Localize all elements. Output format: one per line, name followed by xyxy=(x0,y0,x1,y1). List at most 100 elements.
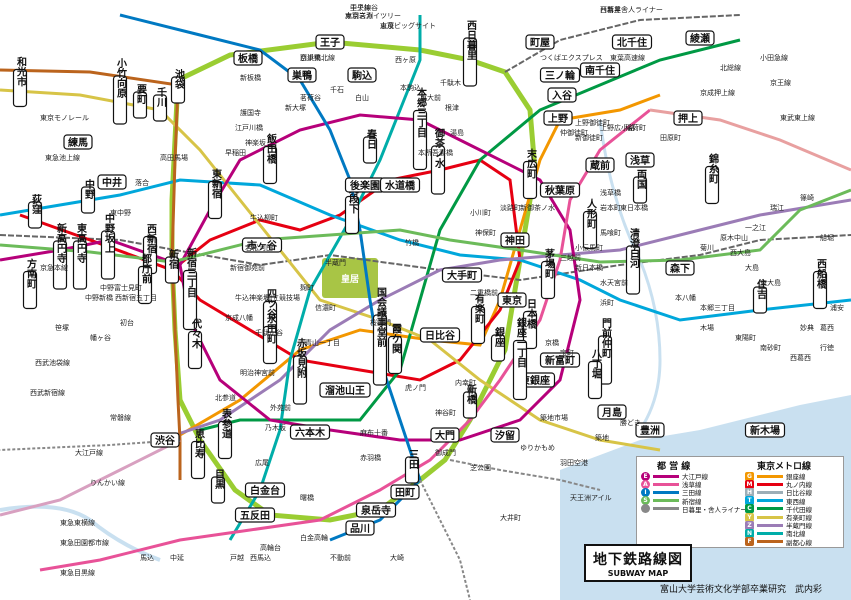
line-name: 丸ノ内線 xyxy=(786,481,812,490)
station-iidabashi: 飯田橋 xyxy=(262,132,278,185)
station-ningyocho: 人形町 xyxy=(582,197,598,250)
station-oshiage: 押上 xyxy=(673,110,703,126)
station-box xyxy=(470,305,486,345)
station-box xyxy=(497,292,527,308)
station-sugamo: 巣鴨 xyxy=(287,67,317,83)
small-station-label: 東京スカイツリー xyxy=(345,11,401,20)
station-label: 中野 xyxy=(83,178,95,200)
station-ginza: 銀座 xyxy=(490,326,506,362)
station-shinbashi: 新橋 xyxy=(462,383,478,419)
station-box xyxy=(152,94,168,122)
station-gotanda: 五反田 xyxy=(234,507,276,523)
small-station-label: 東大前 xyxy=(420,93,441,102)
station-box xyxy=(404,456,420,484)
small-station-label: 淡路町 xyxy=(500,203,521,212)
station-box xyxy=(233,50,263,66)
station-box xyxy=(187,330,203,370)
station-box xyxy=(579,62,621,78)
station-label: 都庁前 xyxy=(140,252,153,284)
station-label: 五反田 xyxy=(240,509,270,522)
station-box xyxy=(289,424,331,440)
station-hibiya: 日比谷 xyxy=(419,327,461,343)
legend-row: G 銀座線 xyxy=(745,471,806,481)
station-box xyxy=(752,286,768,314)
small-station-label: 西ヶ原 xyxy=(395,56,416,64)
station-higashikoenji: 東高円寺 xyxy=(72,222,88,290)
station-nishinippori: 西日暮里 xyxy=(462,20,478,87)
station-higashishinjuku: 東新宿 xyxy=(207,167,223,220)
line-badge: C xyxy=(745,504,754,514)
small-station-label: 稲荷町 xyxy=(625,123,646,132)
small-station-label: 戸越 xyxy=(230,553,244,562)
small-station-label: 西武新宿線 xyxy=(30,388,65,397)
small-station-label: 菊川 xyxy=(700,243,714,252)
station-wakoshi: 和光市 xyxy=(12,55,28,108)
station-iriya: 入谷 xyxy=(547,87,577,103)
legend-row: C 千代田線 xyxy=(745,504,812,514)
station-label: 新富町 xyxy=(545,354,575,367)
station-box xyxy=(597,404,627,420)
station-box xyxy=(685,30,715,46)
small-station-label: 千駄ヶ谷 xyxy=(255,328,283,337)
station-box xyxy=(582,210,598,250)
small-station-label: 馬込 xyxy=(140,553,154,562)
small-station-label: 神谷町 xyxy=(435,408,456,417)
line-swatch xyxy=(757,499,783,503)
station-box xyxy=(744,422,786,438)
station-box xyxy=(262,145,278,185)
small-station-label: 牛込柳町 xyxy=(250,213,278,222)
small-station-label: 西馬込 xyxy=(250,553,271,562)
station-box xyxy=(587,360,603,400)
legend-row: M 丸ノ内線 xyxy=(745,479,812,489)
station-box xyxy=(490,427,520,443)
line-swatch xyxy=(653,482,679,486)
small-station-label: 羽田空港 xyxy=(560,458,588,467)
line-badge: M xyxy=(745,479,754,489)
small-station-label: 明治神宮前 xyxy=(240,368,275,377)
small-station-label: 新大塚 xyxy=(285,103,306,112)
station-label: 飯田橋 xyxy=(265,132,278,164)
small-station-label: 西巣鴨 xyxy=(300,53,321,62)
line-name: 副都心線 xyxy=(786,538,812,547)
station-label: 西船橋 xyxy=(815,258,827,289)
station-label: 代々木 xyxy=(190,317,203,349)
small-station-label: 一之江 xyxy=(745,223,766,232)
small-station-label: 赤羽橋 xyxy=(360,453,381,462)
legend-toei-title: 都 営 線 xyxy=(657,462,691,472)
small-station-label: 新板橋 xyxy=(240,73,261,82)
station-box xyxy=(344,195,360,235)
line-swatch xyxy=(653,507,679,511)
station-label: 和光市 xyxy=(15,55,28,87)
station-label: 豊洲 xyxy=(640,424,660,437)
small-station-label: 赤羽岩淵 xyxy=(345,11,373,20)
small-station-label: 江戸川橋 xyxy=(235,123,263,132)
station-label: 王子 xyxy=(320,37,340,49)
small-station-label: 西武池袋線 xyxy=(35,358,70,367)
station-suehirocho: 末広町 xyxy=(522,147,538,200)
line-badge: T xyxy=(745,496,754,506)
station-box xyxy=(441,267,483,283)
station-box xyxy=(539,352,581,368)
line-name: 南北線 xyxy=(786,530,806,539)
line-name: 浅草線 xyxy=(682,481,702,490)
station-tsukishima: 月島 xyxy=(597,404,627,420)
small-station-label: 神保町 xyxy=(475,228,496,237)
station-kasuga: 春日 xyxy=(362,128,378,164)
station-label: 板橋 xyxy=(238,52,259,65)
station-label: 銀座 xyxy=(493,326,506,348)
station-box xyxy=(150,432,180,448)
legend-row: 日暮里・舎人ライナー xyxy=(641,504,747,514)
station-box xyxy=(292,355,308,405)
station-kudan: 水道橋 xyxy=(379,177,421,193)
station-box xyxy=(430,427,460,443)
small-station-label: 幡ヶ谷 xyxy=(90,333,111,342)
station-box xyxy=(287,67,317,83)
small-station-label: 仲御徒町 xyxy=(560,128,588,137)
small-station-label: 北参道 xyxy=(215,393,236,402)
small-station-label: 浅草橋 xyxy=(600,188,621,197)
line-swatch xyxy=(653,474,679,478)
legend-row: A 浅草線 xyxy=(641,479,702,489)
station-label: 市ヶ谷 xyxy=(247,239,278,252)
station-label: 六本木 xyxy=(295,426,326,439)
line-badge: G xyxy=(745,471,754,481)
